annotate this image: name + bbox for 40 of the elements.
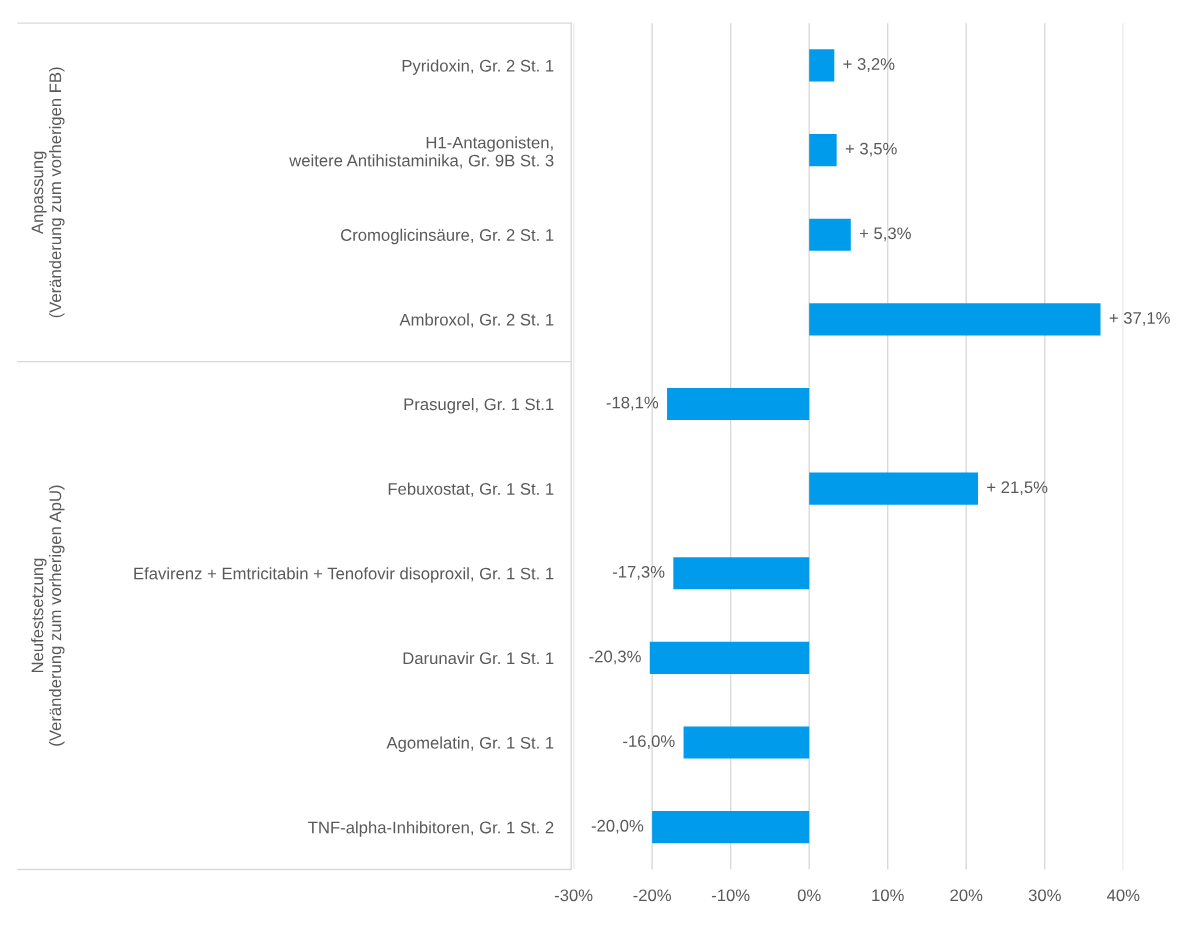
bar — [649, 641, 810, 674]
y-tick-label: Agomelatin, Gr. 1 St. 1 — [386, 736, 554, 753]
bar — [809, 49, 835, 82]
x-tick-label: 40% — [1107, 889, 1140, 902]
data-label: + 21,5% — [987, 481, 1048, 496]
y-tick-label: TNF-alpha-Inhibitoren, Gr. 1 St. 2 — [308, 821, 554, 837]
x-tick-label: -10% — [711, 889, 750, 902]
x-tick-label: 10% — [872, 889, 904, 902]
y-tick-label: Pyridoxin, Gr. 2 St. 1 — [402, 59, 554, 75]
y-tick-label: Prasugrel, Gr. 1 St.1 — [404, 397, 554, 414]
x-tick-label: 30% — [1028, 889, 1061, 902]
x-tick-label: 20% — [950, 889, 983, 902]
y-tick-label: Febuxostat, Gr. 1 St. 1 — [388, 482, 554, 497]
bar — [673, 557, 810, 590]
bar — [809, 134, 837, 167]
y-tick-label: Ambroxol, Gr. 2 St. 1 — [399, 313, 554, 328]
data-label: -17,3% — [612, 565, 665, 580]
data-label: + 37,1% — [1109, 312, 1170, 326]
x-tick-label: -20% — [633, 889, 671, 902]
bar — [809, 218, 851, 251]
text: Anpassung (Veränderung zum vorherigen FB) — [31, 67, 65, 318]
data-label: + 3,5% — [845, 142, 897, 157]
y-tick-label: Darunavir Gr. 1 St. 1 — [403, 651, 554, 665]
x-tick-label: 0% — [797, 889, 821, 902]
bar — [809, 303, 1101, 336]
y-tick-label: Efavirenz + Emtricitabin + Tenofovir disoproxil, Gr. 1 St. 1 — [134, 567, 554, 583]
data-label: + 5,3% — [859, 227, 911, 242]
bar — [667, 387, 810, 421]
data-label: + 3,2% — [843, 58, 895, 72]
bar — [652, 811, 810, 844]
data-label: -20,0% — [591, 819, 644, 834]
bar — [683, 726, 810, 759]
data-label: -18,1% — [606, 396, 659, 411]
data-label: -16,0% — [623, 735, 675, 749]
y-tick-label: H1-Antagonisten, weitere Antihistaminika, Gr. 9B St. 3 — [289, 136, 554, 169]
text: Neufestsetzung (Veränderung zum vorherigen ApU) — [31, 485, 65, 746]
x-tick-label: -30% — [554, 889, 593, 902]
y-tick-label: Cromoglicinsäure, Gr. 2 St. 1 — [341, 228, 554, 245]
bar — [809, 472, 979, 505]
data-label: -20,3% — [589, 650, 641, 665]
